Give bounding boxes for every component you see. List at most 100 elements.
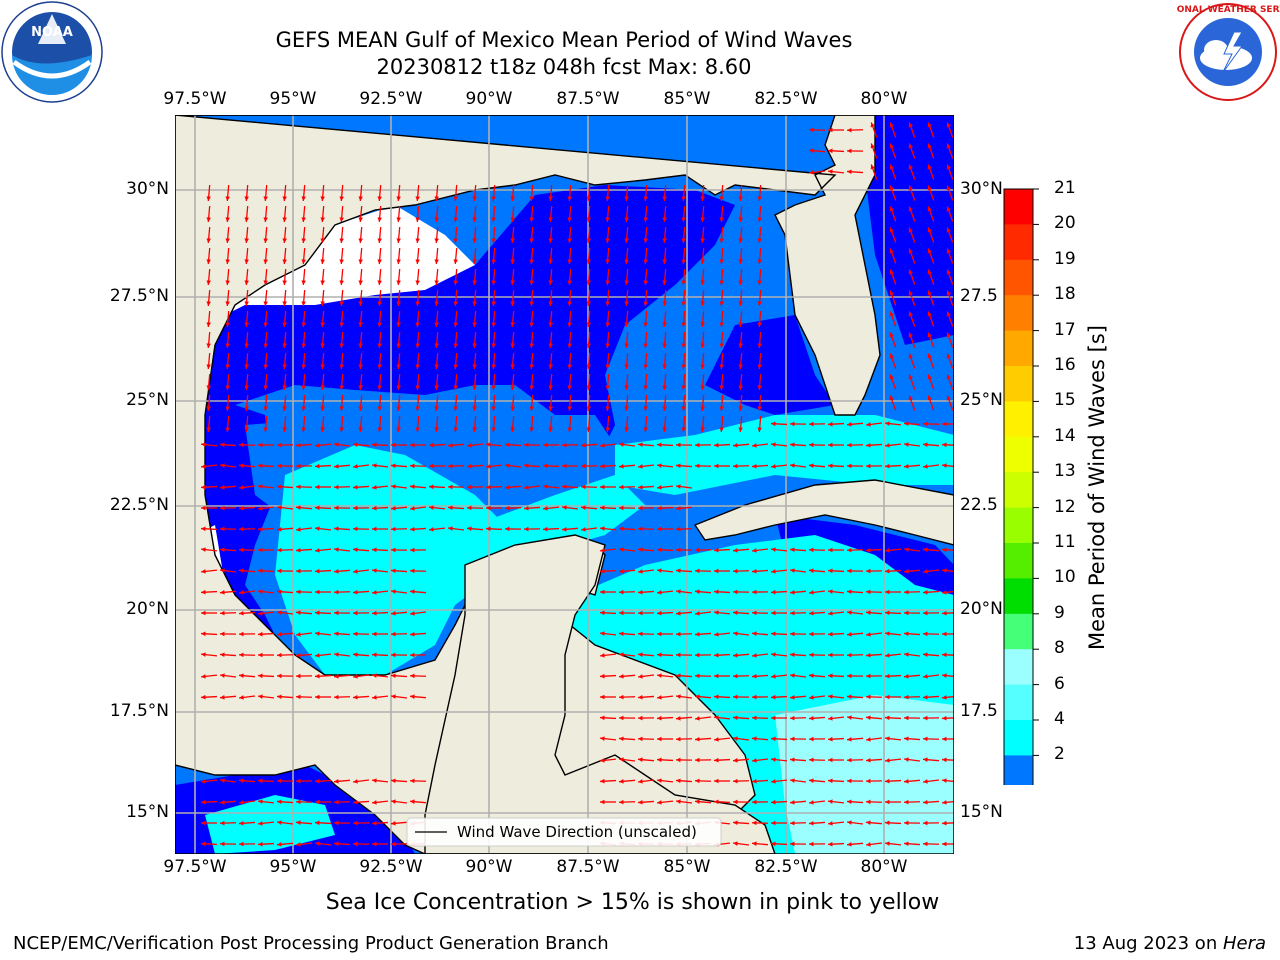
wind-arrow (624, 415, 629, 433)
wind-arrow (865, 610, 883, 615)
lon-label-bottom: 90°W (465, 857, 513, 877)
wind-arrow (599, 778, 617, 784)
wind-arrow (314, 673, 332, 679)
wind-arrow (339, 226, 344, 244)
wind-arrow (713, 442, 731, 448)
wind-arrow (643, 373, 648, 391)
wind-arrow (870, 143, 878, 159)
wind-arrow (757, 205, 762, 223)
wind-arrow (314, 548, 332, 553)
wind-arrow (922, 799, 940, 805)
colorbar-segment (1004, 436, 1033, 473)
wind-arrow (771, 820, 787, 826)
wind-arrow (238, 590, 256, 595)
wind-arrow (409, 673, 427, 679)
wind-arrow (865, 778, 883, 784)
wind-arrow (377, 184, 382, 202)
wind-arrow (333, 547, 351, 552)
wind-arrow (472, 268, 477, 286)
wind-arrow (922, 442, 940, 447)
wind-arrow (827, 611, 845, 616)
wind-arrow (889, 227, 897, 243)
wind-arrow (377, 226, 382, 244)
wind-arrow (491, 289, 496, 307)
wind-arrow (732, 548, 750, 553)
wind-arrow (751, 694, 769, 700)
wind-arrow (333, 589, 351, 595)
wind-arrow (732, 778, 750, 784)
gulf-of-mexico-map: Wind Wave Direction (unscaled) (175, 115, 954, 854)
wind-arrow (941, 590, 954, 595)
wind-arrow (219, 547, 237, 553)
lon-label-top: 80°W (860, 89, 908, 109)
wind-arrow (529, 415, 534, 433)
colorbar-segment (1004, 684, 1033, 721)
wind-arrow (624, 310, 629, 328)
wind-arrow (225, 247, 230, 265)
lon-label-bottom: 97.5°W (163, 857, 227, 877)
wind-arrow (675, 506, 693, 511)
wind-arrow (371, 590, 389, 595)
wind-arrow (694, 442, 712, 448)
wind-arrow (396, 310, 401, 328)
wind-arrow (543, 442, 559, 448)
wind-arrow (295, 673, 313, 679)
ocean-band-cyan-mid (475, 475, 645, 555)
wind-arrow (605, 247, 610, 265)
wind-arrow (206, 373, 211, 391)
wind-arrow (941, 568, 954, 573)
wind-arrow (827, 799, 845, 804)
wind-arrow (865, 694, 883, 700)
wind-arrow (301, 415, 306, 433)
wind-arrow (808, 631, 826, 637)
wind-arrow (618, 484, 636, 490)
wind-arrow (637, 484, 655, 490)
wind-arrow (472, 226, 477, 244)
wind-arrow (301, 289, 306, 307)
wind-arrow (719, 415, 724, 433)
wind-arrow (238, 568, 256, 573)
nws-logo: NATIONAL WEATHER SERVICE (1176, 3, 1280, 101)
wind-arrow (257, 484, 275, 489)
wind-arrow (238, 800, 256, 805)
wind-arrow (808, 170, 826, 175)
wind-arrow (675, 442, 693, 448)
wind-arrow (434, 373, 439, 391)
wind-arrow (751, 673, 769, 679)
wind-arrow (656, 505, 674, 511)
wind-arrow (884, 736, 902, 741)
wind-arrow (333, 652, 351, 657)
wind-arrow (908, 311, 916, 327)
wind-arrow (846, 442, 864, 448)
wind-arrow (352, 610, 370, 616)
wind-arrow (846, 568, 864, 574)
wind-arrow (738, 373, 743, 391)
wind-arrow (238, 820, 256, 826)
wind-arrow (491, 415, 496, 433)
wind-arrow (751, 778, 769, 784)
wind-arrow (333, 631, 351, 637)
wind-arrow (409, 799, 427, 804)
wind-arrow (523, 526, 541, 532)
lon-label-top: 85°W (663, 89, 711, 109)
wind-arrow (396, 289, 401, 307)
wind-arrow (618, 464, 636, 469)
wind-arrow (656, 547, 674, 553)
wind-arrow (447, 484, 465, 490)
wind-arrow (339, 373, 344, 391)
wind-arrow (675, 652, 693, 658)
wind-arrow (396, 205, 401, 223)
wind-arrow (567, 205, 572, 223)
wind-arrow (656, 715, 674, 721)
wind-arrow (643, 331, 648, 349)
wind-arrow (491, 310, 496, 328)
wind-arrow (586, 289, 591, 307)
wind-arrow (206, 184, 211, 202)
wind-arrow (770, 442, 788, 447)
wind-arrow (263, 184, 268, 202)
wind-arrow (637, 505, 655, 511)
colorbar-tick-label: 9 (1054, 602, 1065, 623)
lat-label-right: 25°N (960, 390, 1003, 410)
wind-arrow (903, 715, 921, 721)
wind-arrow (333, 779, 351, 784)
